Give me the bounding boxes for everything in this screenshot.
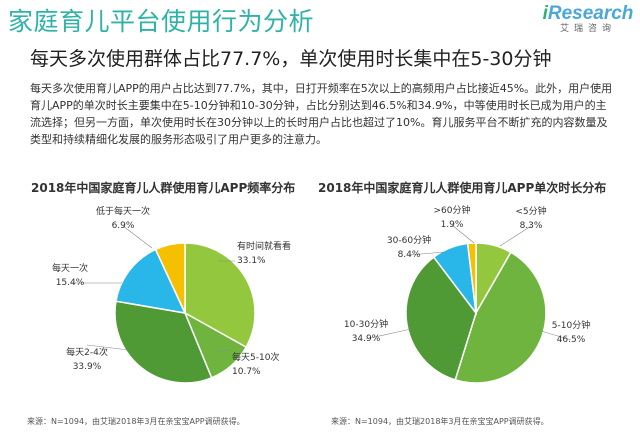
pie1-leader-line-2 xyxy=(365,328,412,340)
page-title: 家庭育儿平台使用行为分析 xyxy=(8,7,315,36)
pie1-slice-1 xyxy=(454,251,547,384)
iresearch-logo: iResearch 艾瑞咨询 xyxy=(542,4,634,35)
headline: 每天多次使用群体占比77.7%，单次使用时长集中在5-30分钟 xyxy=(30,48,552,70)
pie1-value-label-3: 8.4% xyxy=(398,250,421,260)
logo-wordmark: iResearch xyxy=(542,3,634,24)
pie0-slice-2 xyxy=(114,300,213,384)
pie1-value-label-0: 8.3% xyxy=(520,221,543,231)
pie1-label-4: >60分钟 xyxy=(434,204,471,216)
pie0-slice-0 xyxy=(184,242,256,349)
logo-subtitle: 艾瑞咨询 xyxy=(559,24,616,34)
pie0-leader-line-2 xyxy=(86,344,130,351)
chart-title-frequency: 2018年中国家庭育儿人群使用育儿APP频率分布 xyxy=(31,181,296,195)
pie0-slice-3 xyxy=(115,248,187,314)
pie0-value-label-1: 10.7% xyxy=(232,367,261,377)
pie0-value-label-0: 33.1% xyxy=(237,256,266,266)
pie0-label-2: 每天2-4次 xyxy=(66,346,108,358)
source-note-left: 来源：N=1094，由艾瑞2018年3月在亲宝宝APP调研获得。 xyxy=(27,417,245,426)
pie0-value-label-2: 33.9% xyxy=(73,362,102,372)
pie0-leader-line-4 xyxy=(122,225,153,249)
pie1-slice-2 xyxy=(405,256,477,381)
pie0-value-label-4: 6.9% xyxy=(112,221,135,231)
source-note-right: 来源：N=1094，由艾瑞2018年3月在亲宝宝APP调研获得。 xyxy=(331,417,549,426)
pie1-value-label-2: 34.9% xyxy=(352,334,381,344)
pie1-label-0: <5分钟 xyxy=(515,205,546,217)
pie1-leader-line-3 xyxy=(408,251,446,256)
pie0-label-0: 有时间就看看 xyxy=(237,240,291,252)
body-paragraph: 每天多次使用育儿APP的用户占比达到77.7%，其中，日打开频率在5次以上的高频… xyxy=(30,82,613,146)
chart-title-duration: 2018年中国家庭育儿人群使用育儿APP单次时长分布 xyxy=(318,181,607,195)
pie1-leader-line-1 xyxy=(540,330,572,341)
pie1-leader-line-4 xyxy=(451,224,475,244)
pie1-label-2: 10-30分钟 xyxy=(344,318,388,330)
pie0-label-3: 每天一次 xyxy=(52,262,88,274)
pie0-leader-line-1 xyxy=(217,349,231,353)
pie1-value-label-4: 1.9% xyxy=(441,220,464,230)
pie1-leader-line-0 xyxy=(499,225,532,247)
pie1-label-3: 30-60分钟 xyxy=(387,234,431,246)
pie0-label-1: 每天5-10次 xyxy=(232,351,279,363)
pie1-value-label-1: 46.5% xyxy=(557,335,586,345)
pie0-slice-4 xyxy=(154,242,186,314)
pie0-label-4: 低于每天一次 xyxy=(96,205,150,217)
pie1-slice-4 xyxy=(466,242,477,314)
pie0-value-label-3: 15.4% xyxy=(56,278,85,288)
pie1-label-1: 5-10分钟 xyxy=(552,319,590,331)
